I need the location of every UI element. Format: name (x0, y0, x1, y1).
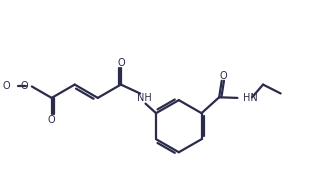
Text: O: O (48, 114, 55, 124)
Text: NH: NH (137, 93, 151, 103)
Text: O: O (219, 71, 227, 81)
Text: HN: HN (243, 93, 258, 103)
Text: O: O (3, 81, 10, 91)
Text: O: O (20, 81, 28, 91)
Text: O: O (117, 58, 125, 68)
